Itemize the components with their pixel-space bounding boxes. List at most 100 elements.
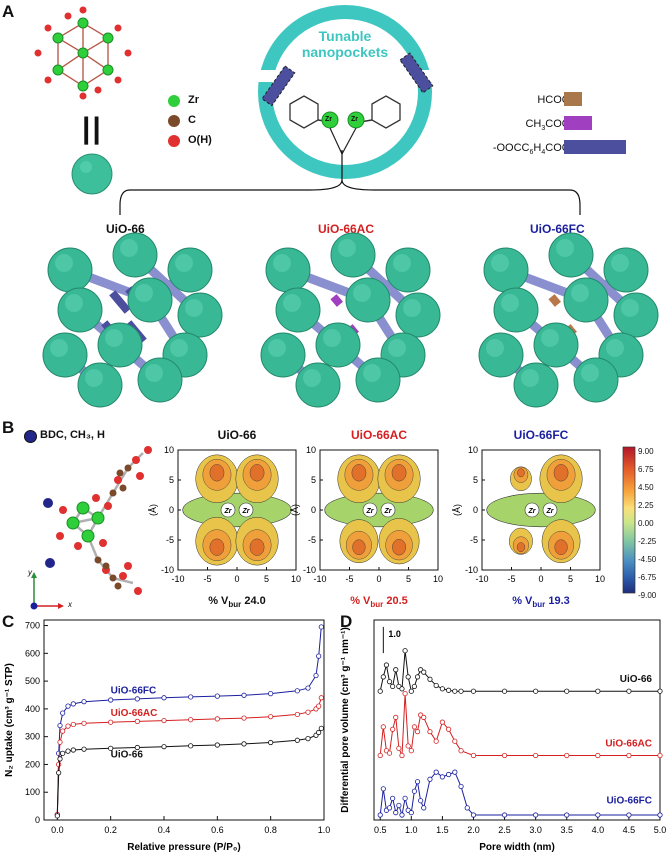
zr-cluster-node <box>260 332 306 378</box>
map-ytick-label: 5 <box>169 475 174 485</box>
pore-size-distribution-chart: 0.5 1.0 1.5 2.0 2.5 3.0 3.5 4.0 4.5 5.0 Pore width… <box>340 619 666 853</box>
ytick-label: 500 <box>25 676 40 686</box>
data-point <box>81 720 87 726</box>
data-point <box>626 752 632 759</box>
zr-text-left: Zr <box>224 508 233 515</box>
y-axis-label: N₂ uptake (cm³ g⁻¹ STP) <box>4 663 15 777</box>
vbur-label: % Vbur 24.0 <box>178 595 296 609</box>
x-axis-label: Pore width (nm) <box>479 842 555 853</box>
legend-label-oh: O(H) <box>188 134 212 146</box>
steric-map-plot: Zr Zr 10 5 0 -5 -10-10 -5 0 5 10 (Å) <box>148 445 301 584</box>
data-point <box>657 752 663 759</box>
data-point <box>60 710 66 716</box>
framework-title-uio66: UiO-66 <box>106 222 145 236</box>
data-point <box>439 686 445 692</box>
data-point <box>268 739 274 746</box>
map-xtick-label: -10 <box>475 574 488 584</box>
data-point <box>383 662 390 668</box>
data-point <box>161 744 167 750</box>
data-point <box>402 795 408 801</box>
o-atom <box>64 12 72 20</box>
framework-title-uio66fc: UiO-66FC <box>530 222 585 236</box>
vbur-subscript: bur <box>370 600 384 610</box>
zr-cluster-node <box>355 357 401 403</box>
data-point <box>564 688 570 694</box>
nanopocket-ring <box>250 5 440 179</box>
o-atom <box>124 49 132 57</box>
data-point <box>470 752 477 759</box>
zr-cluster-node <box>112 232 158 278</box>
data-point <box>408 810 414 816</box>
data-point <box>533 752 539 759</box>
vbur-prefix: % V <box>512 595 533 607</box>
colorbar-tick-label: 2.25 <box>638 501 654 510</box>
map-xtick-label: 10 <box>291 574 301 584</box>
colorbar-tick-label: 0.00 <box>638 519 654 528</box>
ytick-label: 300 <box>25 732 40 742</box>
vbur-prefix: % V <box>208 595 229 607</box>
data-point <box>433 738 439 744</box>
data-point <box>414 729 421 735</box>
data-point <box>386 679 393 685</box>
zr-atom <box>91 511 105 525</box>
vbur-value: 20.5 <box>383 595 408 607</box>
c-atom <box>116 469 124 477</box>
data-point <box>241 741 247 747</box>
data-point <box>390 683 396 690</box>
data-point <box>464 805 470 811</box>
data-point <box>399 686 405 692</box>
data-point <box>564 752 570 759</box>
data-point <box>421 669 427 675</box>
data-point <box>414 674 421 680</box>
data-point <box>458 688 464 694</box>
scale-bar-label: 1.0 <box>388 629 401 639</box>
zr-dot-icon <box>168 95 180 107</box>
data-point <box>470 688 477 694</box>
zr-cluster-node <box>57 287 103 333</box>
data-point <box>626 688 632 694</box>
zr-text-left: Zr <box>528 508 537 515</box>
data-point <box>405 674 411 680</box>
c-atom <box>109 574 117 582</box>
data-point <box>393 714 399 720</box>
framework-uio66ac <box>260 232 441 408</box>
data-point <box>657 688 663 694</box>
zr-cluster-node <box>395 292 441 338</box>
data-point <box>411 724 418 730</box>
data-point <box>214 716 220 722</box>
zr-cluster-node <box>315 322 361 368</box>
panel-letter-c: C <box>2 612 15 631</box>
vbur-subscript: bur <box>532 600 546 610</box>
data-point <box>318 695 324 701</box>
colorbar-tick-label: -4.50 <box>638 555 657 564</box>
zr-atom <box>66 516 80 530</box>
data-point <box>439 774 445 780</box>
ytick-label: 0 <box>35 815 40 825</box>
data-point <box>294 688 300 694</box>
zr-atom <box>77 80 89 92</box>
data-point <box>380 786 386 792</box>
axis-y-label: y <box>28 568 32 577</box>
data-point <box>56 761 62 768</box>
map-ytick-label: 10 <box>306 445 316 455</box>
data-point <box>408 688 414 694</box>
zr-label-left: Zr <box>325 116 332 123</box>
xtick-label: 2.5 <box>498 825 511 835</box>
o-atom <box>44 76 52 84</box>
data-point <box>396 802 402 809</box>
bdc-bar <box>564 140 626 154</box>
c-atom <box>94 556 102 564</box>
xtick-label: 1.0 <box>405 825 418 835</box>
map-ylabel: (Å) <box>452 504 462 516</box>
zr-cluster-node <box>483 247 529 293</box>
data-point <box>501 688 508 694</box>
data-point <box>316 729 322 736</box>
vbur-subscript: bur <box>228 600 242 610</box>
data-point <box>188 717 194 723</box>
map-xtick-label: 5 <box>568 574 573 584</box>
map-ytick-label: 5 <box>473 475 478 485</box>
o-atom <box>104 502 112 510</box>
colorbar-tick-label: 6.75 <box>638 465 654 474</box>
map-ytick-label: -10 <box>465 565 478 575</box>
xtick-label: 1.0 <box>318 825 331 835</box>
